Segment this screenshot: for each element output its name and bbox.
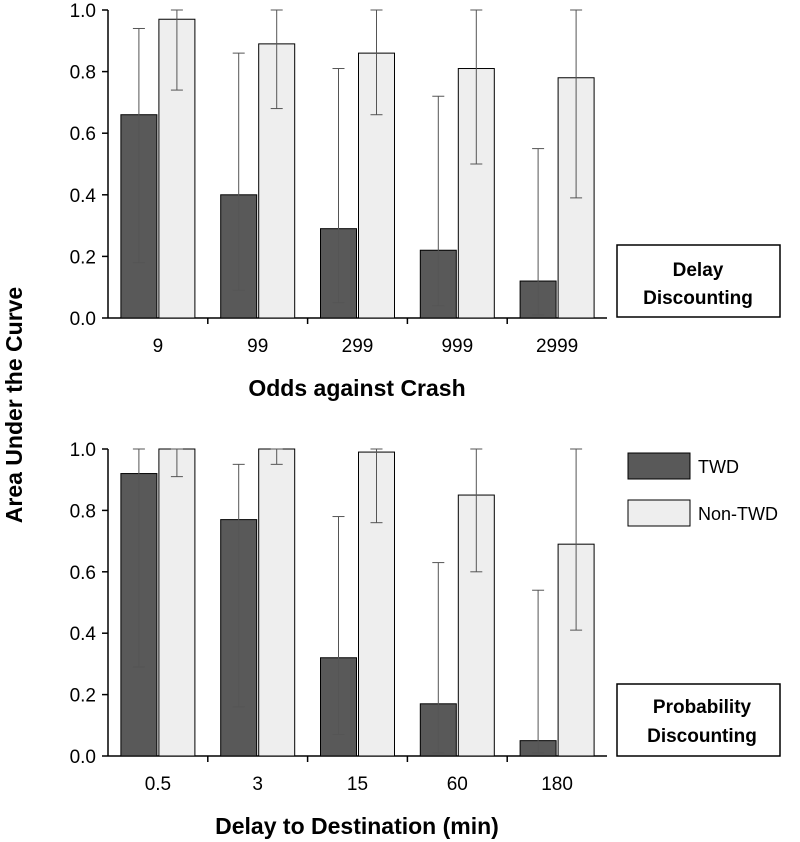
p1-x-tick-label: 15 xyxy=(347,774,368,795)
p1-error-bar-twd xyxy=(432,562,445,754)
p1-y-tick-label: 0.2 xyxy=(70,686,96,707)
p0-error-bar-twd xyxy=(532,148,545,316)
p1-x-tick-label: 60 xyxy=(447,774,468,795)
p1-error-bars xyxy=(132,448,583,754)
p0-label-line-1: Delay xyxy=(673,260,724,281)
p0-y-tick-label: 0.6 xyxy=(70,124,96,145)
p0-y-ticks: 0.0 0.2 0.4 0.6 0.8 1.0 xyxy=(70,1,108,330)
y-axis-title: Area Under the Curve xyxy=(1,287,27,523)
p1-error-bar-twd xyxy=(232,463,245,708)
p1-bars xyxy=(120,448,595,757)
p0-error-bar-non-twd xyxy=(270,9,283,110)
p1-error-bar-non-twd xyxy=(470,448,483,573)
p0-error-bar-twd xyxy=(332,68,345,304)
p0-error-bar-twd xyxy=(432,95,445,307)
p1-error-bar-non-twd xyxy=(270,448,283,465)
p0-error-bar-twd xyxy=(132,27,145,264)
p1-x-tick-label: 180 xyxy=(541,774,573,795)
p0-error-bar-non-twd xyxy=(170,9,183,91)
p0-label-line-2: Discounting xyxy=(643,288,753,309)
p1-x-tick-label: 0.5 xyxy=(145,774,171,795)
p0-x-tick-label: 299 xyxy=(342,336,374,357)
p0-y-tick-label: 0.2 xyxy=(70,247,96,268)
p0-x-tick-label: 9 xyxy=(153,336,164,357)
panel-probability-discounting: 0.0 0.2 0.4 0.6 0.8 1.0 0.5 3 15 60 180 Delay to … xyxy=(70,440,781,839)
p0-x-tick-label: 999 xyxy=(441,336,473,357)
p1-label-box-frame xyxy=(616,683,781,757)
panel-delay-discounting: 0.00.20.40.60.81.0 9 99 299 999 2999 Odds ag… xyxy=(70,1,781,401)
legend-swatch-non-twd xyxy=(627,499,691,527)
p1-x-ticks: 0.5 3 15 60 180 xyxy=(145,756,573,795)
p1-label-box: Probability Discounting xyxy=(616,683,781,757)
p0-label-box-frame xyxy=(616,244,781,318)
p1-y-tick-label: 1.0 xyxy=(70,440,96,461)
p0-error-bars xyxy=(132,9,583,316)
p0-x-ticks: 9 99 299 999 2999 xyxy=(153,318,578,357)
p1-x-tick-label: 3 xyxy=(252,774,263,795)
p0-error-bar-non-twd xyxy=(370,9,383,116)
p1-y-tick-label: 0.6 xyxy=(70,563,96,584)
p0-error-bar-non-twd xyxy=(570,9,583,199)
p1-bar-non-twd xyxy=(158,448,196,757)
p1-error-bar-twd xyxy=(132,448,145,668)
legend-swatch-twd xyxy=(627,452,691,480)
p1-error-bar-non-twd xyxy=(170,448,183,478)
p0-bars xyxy=(120,18,595,319)
p0-y-tick-label: 0.8 xyxy=(70,63,96,84)
p0-error-bar-twd xyxy=(232,52,245,291)
p1-error-bar-non-twd xyxy=(370,448,383,524)
p1-error-bar-non-twd xyxy=(570,448,583,631)
p0-y-tick-label: 0.4 xyxy=(70,186,97,207)
p0-x-axis-title: Odds against Crash xyxy=(248,375,465,401)
p1-x-axis-title: Delay to Destination (min) xyxy=(215,813,499,839)
p1-error-bar-twd xyxy=(532,589,545,754)
p0-x-tick-label: 2999 xyxy=(536,336,578,357)
p0-y-tick-label: 0.0 xyxy=(70,309,96,330)
p1-y-tick-label: 0.8 xyxy=(70,501,96,522)
p0-label-box: Delay Discounting xyxy=(616,244,781,318)
legend-label-non-twd: Non-TWD xyxy=(698,504,778,524)
p0-y-tick-label: 1.0 xyxy=(70,1,96,22)
p0-x-tick-label: 99 xyxy=(247,336,268,357)
p1-y-tick-label: 0.4 xyxy=(70,624,97,645)
p1-y-tick-label: 0.0 xyxy=(70,747,96,768)
p1-error-bar-twd xyxy=(332,516,345,736)
p1-label-line-2: Discounting xyxy=(647,726,757,747)
p1-bar-non-twd xyxy=(258,448,296,757)
legend: TWD Non-TWD xyxy=(627,452,778,527)
p1-label-line-1: Probability xyxy=(653,697,752,718)
p1-y-ticks: 0.0 0.2 0.4 0.6 0.8 1.0 xyxy=(70,440,108,768)
legend-label-twd: TWD xyxy=(698,457,739,477)
p0-error-bar-non-twd xyxy=(470,9,483,165)
